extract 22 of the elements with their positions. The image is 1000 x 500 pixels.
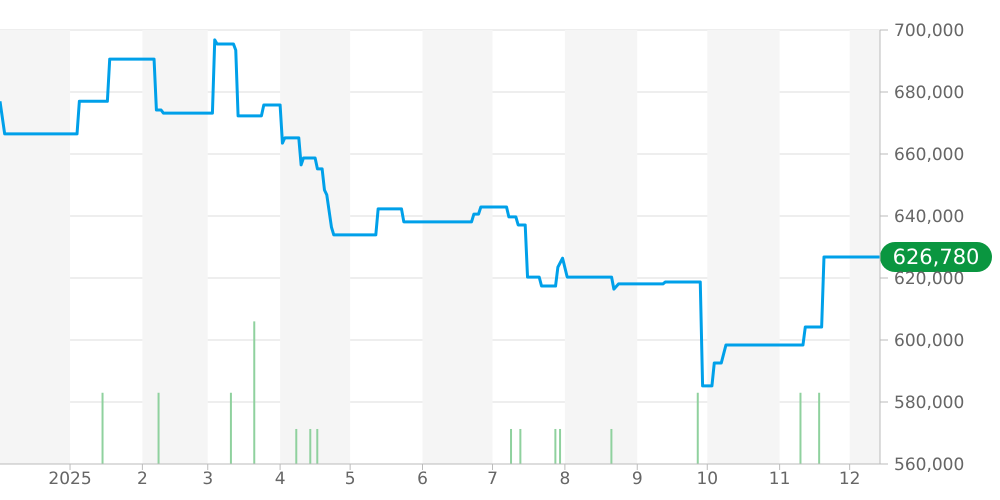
x-tick-label: 9 [632,469,643,490]
x-tick-label: 11 [768,469,790,490]
y-tick-label: 640,000 [894,207,964,228]
x-tick-label: 2 [136,469,148,490]
y-tick-label: 580,000 [894,393,964,414]
x-tick-label: 3 [202,469,214,490]
y-tick-label: 700,000 [894,21,964,42]
y-tick-label: 680,000 [894,83,964,104]
x-tick-label: 4 [274,469,286,490]
x-tick-label: 10 [696,469,718,490]
line-series [0,38,880,388]
x-tick-label: 6 [417,469,428,490]
y-tick-label: 660,000 [894,145,964,166]
y-tick-label: 600,000 [894,331,964,352]
annotation: 626,780 [892,244,980,269]
y-tick-label: 560,000 [894,455,964,476]
x-tick-label: 5 [344,469,356,490]
y-tick-label: 620,000 [894,269,964,290]
x-tick-label: 8 [559,469,570,490]
x-tick-label: 7 [487,469,498,490]
x-tick-label: 12 [838,469,860,490]
x-tick-label: 2025 [48,469,92,490]
